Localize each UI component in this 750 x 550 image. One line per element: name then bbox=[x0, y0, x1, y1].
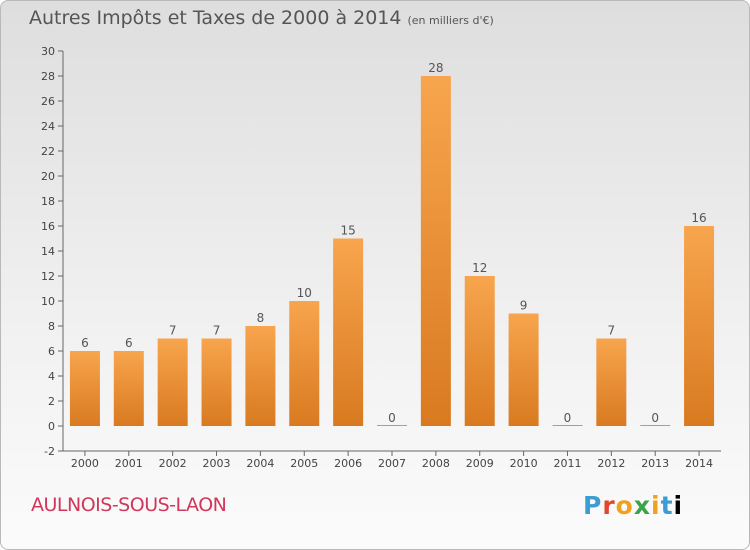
y-tick-label: 26 bbox=[41, 95, 55, 108]
y-tick-label: 6 bbox=[48, 345, 55, 358]
bar-value-label: 7 bbox=[608, 324, 616, 338]
proxiti-logo[interactable]: Proxiti bbox=[583, 491, 684, 520]
x-tick-label: 2011 bbox=[553, 457, 581, 470]
bar-value-label: 6 bbox=[81, 336, 89, 350]
x-tick-label: 2006 bbox=[334, 457, 362, 470]
bar bbox=[201, 338, 232, 426]
bar-value-label: 0 bbox=[651, 411, 659, 425]
bar bbox=[464, 276, 495, 426]
bar bbox=[113, 351, 144, 426]
x-tick-label: 2003 bbox=[203, 457, 231, 470]
bar-value-label: 9 bbox=[520, 299, 528, 313]
y-tick-label: 0 bbox=[48, 420, 55, 433]
y-tick-label: 4 bbox=[48, 370, 55, 383]
bar-value-label: 10 bbox=[297, 286, 312, 300]
y-tick-label: 14 bbox=[41, 245, 55, 258]
bar-value-label: 12 bbox=[472, 261, 487, 275]
x-tick-label: 2005 bbox=[290, 457, 318, 470]
x-tick-label: 2010 bbox=[510, 457, 538, 470]
bar-value-label: 15 bbox=[340, 224, 355, 238]
chart-title-text: Autres Impôts et Taxes de 2000 à 2014 bbox=[29, 7, 402, 29]
bar-value-label: 6 bbox=[125, 336, 133, 350]
bar bbox=[333, 238, 364, 426]
chart-unit: (en milliers d'€) bbox=[407, 14, 494, 27]
y-tick-label: 22 bbox=[41, 145, 55, 158]
bar bbox=[420, 76, 451, 426]
bar-value-label: 0 bbox=[388, 411, 396, 425]
y-tick-label: 28 bbox=[41, 70, 55, 83]
x-tick-label: 2004 bbox=[246, 457, 274, 470]
bar bbox=[245, 326, 276, 426]
bar bbox=[552, 425, 583, 426]
bar bbox=[69, 351, 100, 426]
y-tick-label: 2 bbox=[48, 395, 55, 408]
x-tick-label: 2013 bbox=[641, 457, 669, 470]
x-tick-label: 2008 bbox=[422, 457, 450, 470]
bar bbox=[684, 226, 715, 426]
x-tick-label: 2012 bbox=[597, 457, 625, 470]
y-tick-label: 18 bbox=[41, 195, 55, 208]
bar-value-label: 16 bbox=[691, 211, 706, 225]
x-tick-label: 2007 bbox=[378, 457, 406, 470]
y-tick-label: 20 bbox=[41, 170, 55, 183]
y-tick-label: 12 bbox=[41, 270, 55, 283]
bar bbox=[157, 338, 188, 426]
bar-value-label: 8 bbox=[257, 311, 265, 325]
y-tick-label: 8 bbox=[48, 320, 55, 333]
y-tick-label: 24 bbox=[41, 120, 55, 133]
bar-value-label: 7 bbox=[213, 324, 221, 338]
bar bbox=[289, 301, 320, 426]
bar bbox=[640, 425, 671, 426]
x-tick-label: 2009 bbox=[466, 457, 494, 470]
bar bbox=[596, 338, 627, 426]
chart-title: Autres Impôts et Taxes de 2000 à 2014 (en… bbox=[29, 7, 494, 29]
bar-value-label: 7 bbox=[169, 324, 177, 338]
x-tick-label: 2001 bbox=[115, 457, 143, 470]
y-tick-label: 10 bbox=[41, 295, 55, 308]
y-tick-label: -2 bbox=[44, 445, 55, 458]
bar-value-label: 28 bbox=[428, 61, 443, 75]
commune-name: AULNOIS-SOUS-LAON bbox=[31, 494, 227, 516]
bar bbox=[377, 425, 407, 426]
y-tick-label: 16 bbox=[41, 220, 55, 233]
x-tick-label: 2000 bbox=[71, 457, 99, 470]
x-tick-label: 2002 bbox=[159, 457, 187, 470]
bar bbox=[508, 313, 539, 426]
bar-value-label: 0 bbox=[564, 411, 572, 425]
x-tick-label: 2014 bbox=[685, 457, 713, 470]
y-tick-label: 30 bbox=[41, 45, 55, 58]
